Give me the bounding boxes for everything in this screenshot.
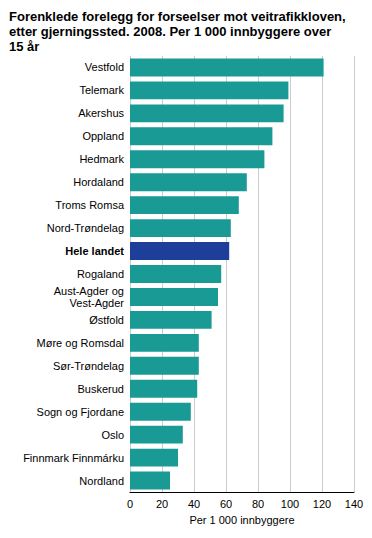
svg-text:15 år: 15 år bbox=[9, 39, 39, 54]
svg-text:Akershus: Akershus bbox=[78, 107, 124, 119]
svg-text:0: 0 bbox=[127, 498, 133, 510]
svg-text:Østfold: Østfold bbox=[89, 314, 124, 326]
svg-text:40: 40 bbox=[188, 498, 200, 510]
svg-text:Vest-Agder: Vest-Agder bbox=[70, 297, 125, 309]
svg-text:140: 140 bbox=[345, 498, 363, 510]
svg-text:Hordaland: Hordaland bbox=[73, 176, 124, 188]
svg-text:Rogaland: Rogaland bbox=[77, 268, 124, 280]
svg-text:Oslo: Oslo bbox=[101, 429, 124, 441]
svg-text:Hele landet: Hele landet bbox=[65, 245, 124, 257]
svg-text:Telemark: Telemark bbox=[79, 84, 124, 96]
svg-text:120: 120 bbox=[313, 498, 331, 510]
svg-text:Sør-Trøndelag: Sør-Trøndelag bbox=[53, 360, 124, 372]
svg-text:Sogn og Fjordane: Sogn og Fjordane bbox=[37, 406, 124, 418]
svg-text:Forenklede forelegg for forsee: Forenklede forelegg for forseelser mot v… bbox=[9, 9, 346, 24]
svg-text:Per 1 000 innbyggere: Per 1 000 innbyggere bbox=[189, 514, 294, 526]
svg-text:Nord-Trøndelag: Nord-Trøndelag bbox=[47, 222, 124, 234]
svg-text:Oppland: Oppland bbox=[82, 130, 124, 142]
svg-text:Hedmark: Hedmark bbox=[79, 153, 124, 165]
svg-text:Nordland: Nordland bbox=[79, 475, 124, 487]
svg-text:80: 80 bbox=[252, 498, 264, 510]
svg-text:Aust-Agder og: Aust-Agder og bbox=[54, 285, 124, 297]
svg-text:Vestfold: Vestfold bbox=[85, 61, 124, 73]
svg-text:Møre og Romsdal: Møre og Romsdal bbox=[37, 337, 124, 349]
svg-text:60: 60 bbox=[220, 498, 232, 510]
svg-text:Buskerud: Buskerud bbox=[78, 383, 124, 395]
svg-text:Troms Romsa: Troms Romsa bbox=[55, 199, 125, 211]
svg-text:20: 20 bbox=[156, 498, 168, 510]
svg-text:100: 100 bbox=[281, 498, 299, 510]
svg-text:Finnmark Finnmárku: Finnmark Finnmárku bbox=[23, 452, 124, 464]
svg-text:etter gjerningssted. 2008. Per: etter gjerningssted. 2008. Per 1 000 inn… bbox=[9, 24, 331, 39]
